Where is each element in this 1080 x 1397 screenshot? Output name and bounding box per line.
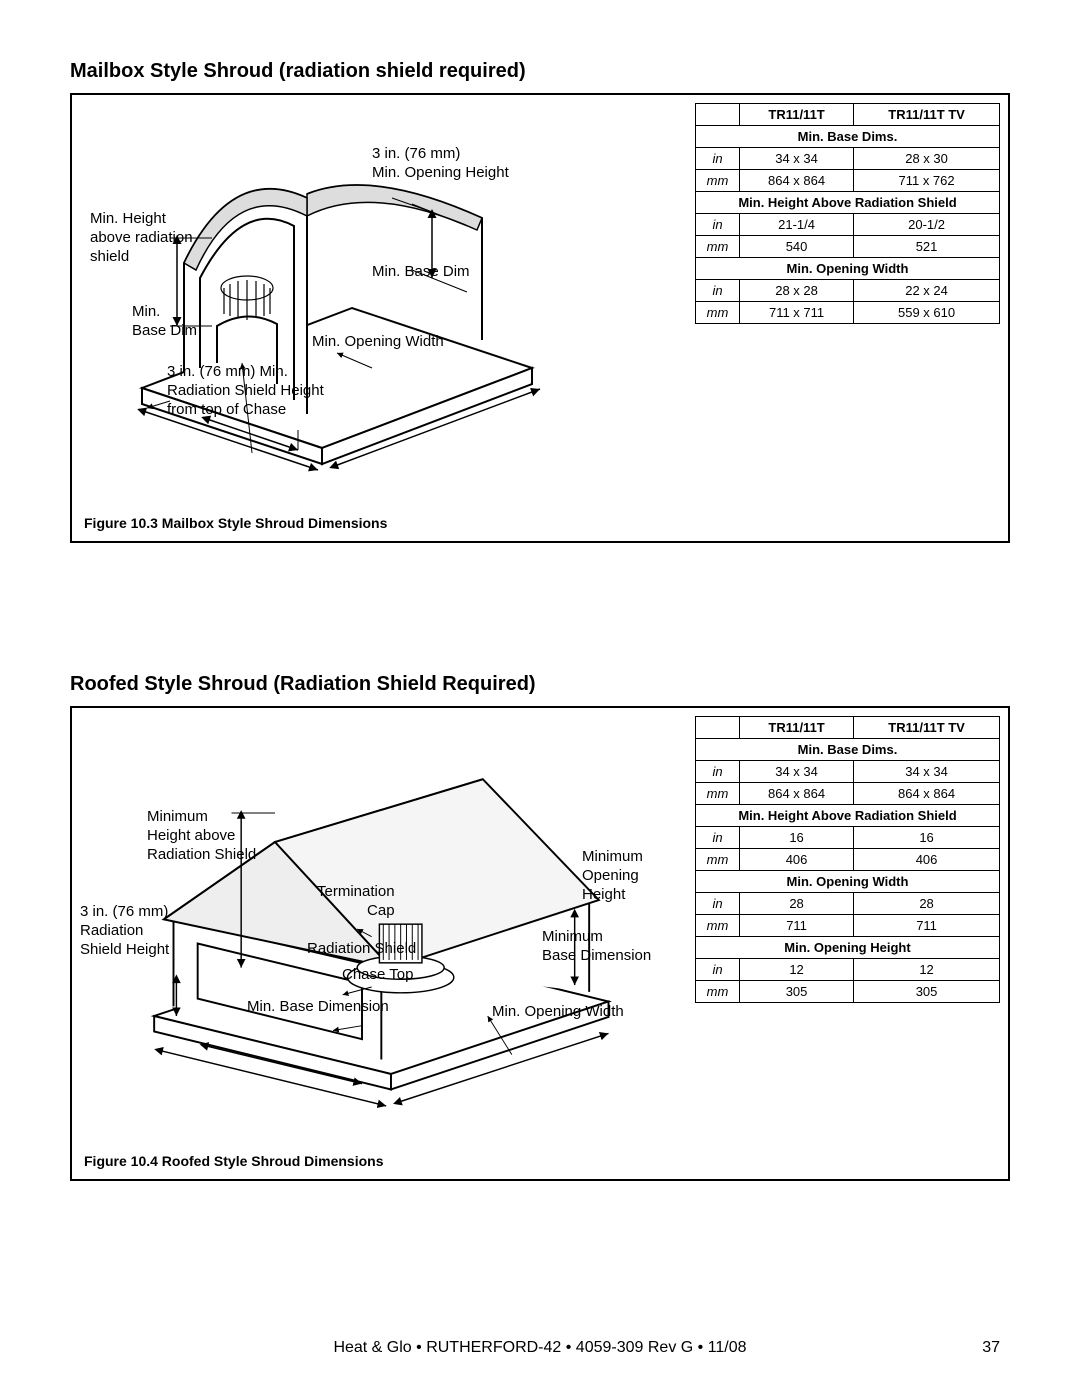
lbl-min-base-dim-r: Min. Base Dim	[372, 263, 470, 282]
page-number: 37	[982, 1339, 1000, 1357]
col-hdr-2: TR11/11T TV	[854, 104, 1000, 126]
lbl2-basediml: Min. Base Dimension	[247, 998, 389, 1017]
lbl-min-height-above: Min. Heightabove radiationshield	[90, 210, 193, 266]
lbl2-min-height: MinimumHeight aboveRadiation Shield	[147, 808, 256, 864]
sec1-sub2: Min. Opening Width	[696, 258, 1000, 280]
lbl-rad-shield-height: 3 in. (76 mm) Min.Radiation Shield Heigh…	[167, 363, 324, 419]
sec1-sub1: Min. Height Above Radiation Shield	[696, 192, 1000, 214]
lbl-min-base-dim-l: Min.Base Dim	[132, 303, 197, 341]
section1-title: Mailbox Style Shroud (radiation shield r…	[70, 60, 1010, 83]
lbl2-openheight: MinimumOpeningHeight	[582, 848, 643, 904]
mailbox-diagram: 3 in. (76 mm)Min. Opening Height Min. He…	[72, 95, 652, 541]
lbl2-radheight: 3 in. (76 mm)RadiationShield Height	[80, 903, 169, 959]
lbl2-basedimr: MinimumBase Dimension	[542, 928, 651, 966]
page-footer: Heat & Glo • RUTHERFORD-42 • 4059-309 Re…	[0, 1339, 1080, 1357]
lbl2-termcap: TerminationCap	[317, 883, 395, 921]
lbl-min-opening-width: Min. Opening Width	[312, 333, 444, 352]
lbl2-radshield: Radiation Shield	[307, 940, 416, 959]
mailbox-spec-table: TR11/11T TR11/11T TV Min. Base Dims. in3…	[695, 103, 1000, 324]
col-hdr-1: TR11/11T	[740, 104, 854, 126]
section2-title: Roofed Style Shroud (Radiation Shield Re…	[70, 673, 1010, 696]
figure-10-4: MinimumHeight aboveRadiation Shield Term…	[70, 706, 1010, 1181]
lbl-opening-height: 3 in. (76 mm)Min. Opening Height	[372, 145, 509, 183]
roofed-spec-table: TR11/11T TR11/11T TV Min. Base Dims. in3…	[695, 716, 1000, 1003]
figure-10-3: 3 in. (76 mm)Min. Opening Height Min. He…	[70, 93, 1010, 543]
sec1-sub0: Min. Base Dims.	[696, 126, 1000, 148]
figure-10-4-caption: Figure 10.4 Roofed Style Shroud Dimensio…	[84, 1153, 384, 1169]
roofed-diagram: MinimumHeight aboveRadiation Shield Term…	[72, 708, 652, 1179]
lbl2-openwidth: Min. Opening Width	[492, 1003, 624, 1022]
figure-10-3-caption: Figure 10.3 Mailbox Style Shroud Dimensi…	[84, 515, 387, 531]
lbl2-chasetop: Chase Top	[342, 966, 413, 985]
